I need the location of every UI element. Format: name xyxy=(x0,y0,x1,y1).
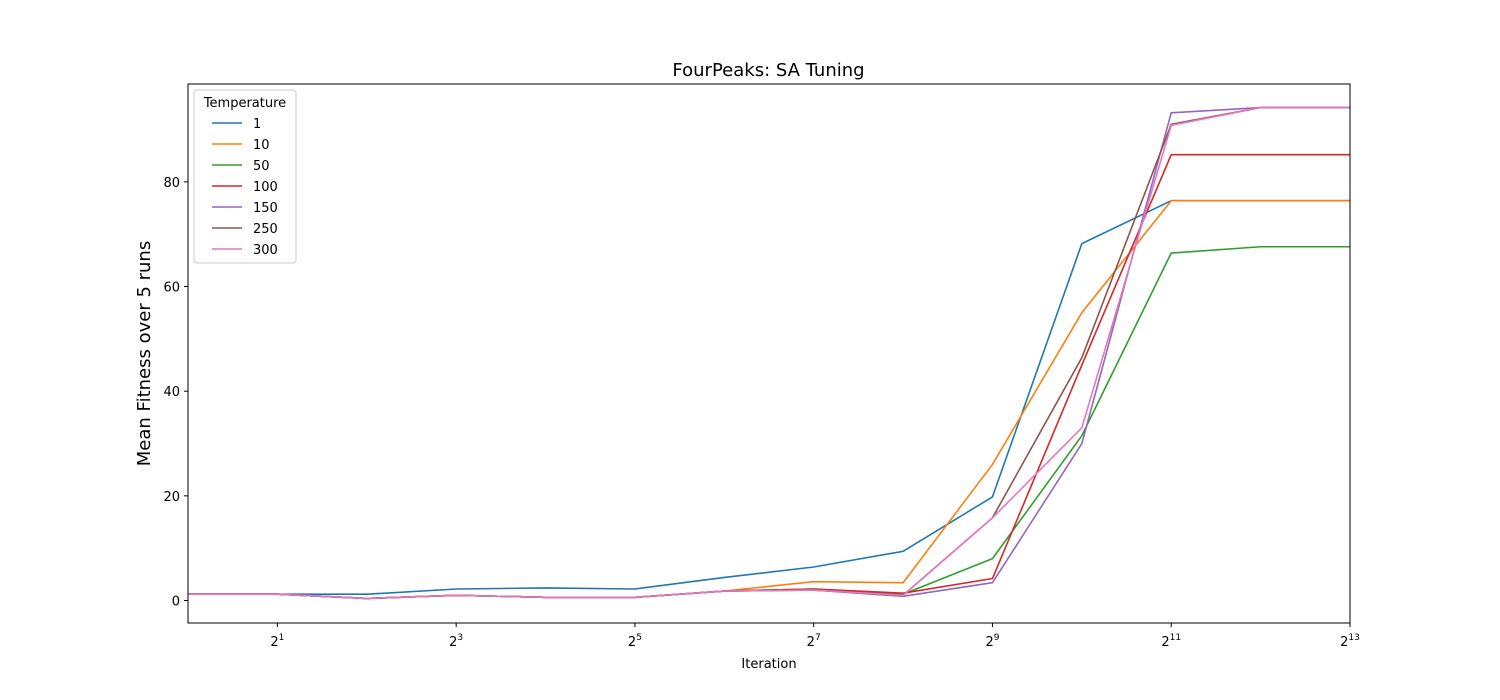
legend-box xyxy=(193,89,297,264)
legend-label-150: 150 xyxy=(253,201,278,216)
legend-label-10: 10 xyxy=(253,138,270,153)
x-axis-label: Iteration xyxy=(741,657,796,672)
x-tick-label: 25 xyxy=(628,633,642,650)
legend-label-100: 100 xyxy=(253,180,278,195)
x-tick-label: 213 xyxy=(1340,633,1360,650)
legend-title: Temperature xyxy=(203,96,286,111)
axes-frame xyxy=(187,83,1351,624)
x-axis: 21 23 25 27 29 211 213 xyxy=(270,623,1360,650)
legend-label-300: 300 xyxy=(253,243,278,258)
chart-title: FourPeaks: SA Tuning xyxy=(672,60,864,81)
x-tick-label: 21 xyxy=(270,633,284,650)
legend-label-1: 1 xyxy=(253,117,261,132)
y-tick-label: 40 xyxy=(163,385,180,400)
x-tick-label: 23 xyxy=(449,633,463,650)
x-tick-label: 29 xyxy=(985,633,999,650)
y-tick-label: 0 xyxy=(172,594,180,609)
x-tick-label: 211 xyxy=(1161,633,1181,650)
legend-label-50: 50 xyxy=(253,159,270,174)
series-line-1 xyxy=(188,199,1350,596)
legend: Temperature 1 10 50 100 150 250 300 xyxy=(193,89,297,264)
y-axis-label: Mean Fitness over 5 runs xyxy=(134,241,155,466)
y-axis: 0 20 40 60 80 xyxy=(163,176,188,609)
y-tick-label: 60 xyxy=(163,281,180,296)
series-line-300 xyxy=(188,106,1350,600)
y-tick-label: 80 xyxy=(163,176,180,191)
x-tick-label: 27 xyxy=(807,633,821,650)
series-lines xyxy=(188,106,1350,600)
legend-label-250: 250 xyxy=(253,222,278,237)
y-tick-label: 20 xyxy=(163,490,180,505)
